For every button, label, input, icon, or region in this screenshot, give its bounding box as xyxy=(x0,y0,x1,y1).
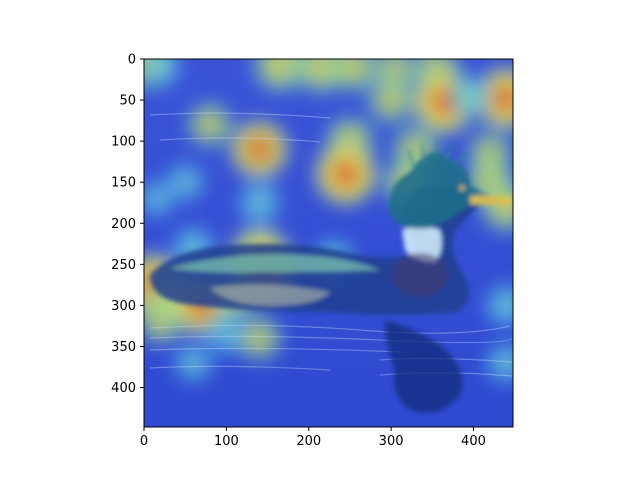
heat-blob xyxy=(169,339,218,387)
y-tick-label: 50 xyxy=(119,94,136,109)
y-tick-label: 100 xyxy=(111,135,136,150)
y-tick-label: 300 xyxy=(111,299,136,314)
duck-neck-ring xyxy=(402,226,442,262)
heat-blob xyxy=(233,176,286,229)
x-tick-label: 100 xyxy=(214,434,239,449)
heat-blob xyxy=(444,70,495,121)
plot-area xyxy=(144,59,513,427)
x-tick-label: 400 xyxy=(461,434,486,449)
duck-eye xyxy=(459,185,465,191)
y-tick-label: 400 xyxy=(111,381,136,396)
y-tick-label: 200 xyxy=(111,217,136,232)
y-tick-label: 0 xyxy=(128,53,136,68)
duck-beak xyxy=(470,195,512,205)
heat-blob xyxy=(182,97,238,152)
duck-chest xyxy=(392,253,448,297)
heat-blob xyxy=(232,311,287,366)
x-axis: 0 100 200 300 400 xyxy=(140,427,486,449)
heat-blob xyxy=(144,59,185,92)
duck-back-highlight xyxy=(170,254,380,273)
water-ripples xyxy=(149,112,513,377)
heat-blob xyxy=(144,175,180,222)
y-tick-label: 150 xyxy=(111,176,136,191)
duck-head xyxy=(389,151,512,229)
duck-silhouette xyxy=(150,139,512,413)
heat-blob xyxy=(310,139,381,209)
heat-blob xyxy=(226,116,293,183)
heat-blob xyxy=(144,294,188,350)
heat-blob xyxy=(480,279,513,332)
plot-frame xyxy=(143,58,514,428)
x-tick-label: 200 xyxy=(296,434,321,449)
x-tick-label: 0 xyxy=(140,434,148,449)
y-axis: 0 50 100 150 200 250 300 350 400 xyxy=(111,53,144,396)
duck-crest xyxy=(407,139,469,171)
y-tick-label: 350 xyxy=(111,340,136,355)
heat-blob xyxy=(362,71,420,129)
duck-flank xyxy=(210,284,330,306)
heat-blob xyxy=(475,176,513,238)
y-tick-label: 250 xyxy=(111,258,136,273)
heat-blob xyxy=(481,337,513,388)
x-tick-label: 300 xyxy=(379,434,404,449)
duck-reflection xyxy=(385,320,463,413)
